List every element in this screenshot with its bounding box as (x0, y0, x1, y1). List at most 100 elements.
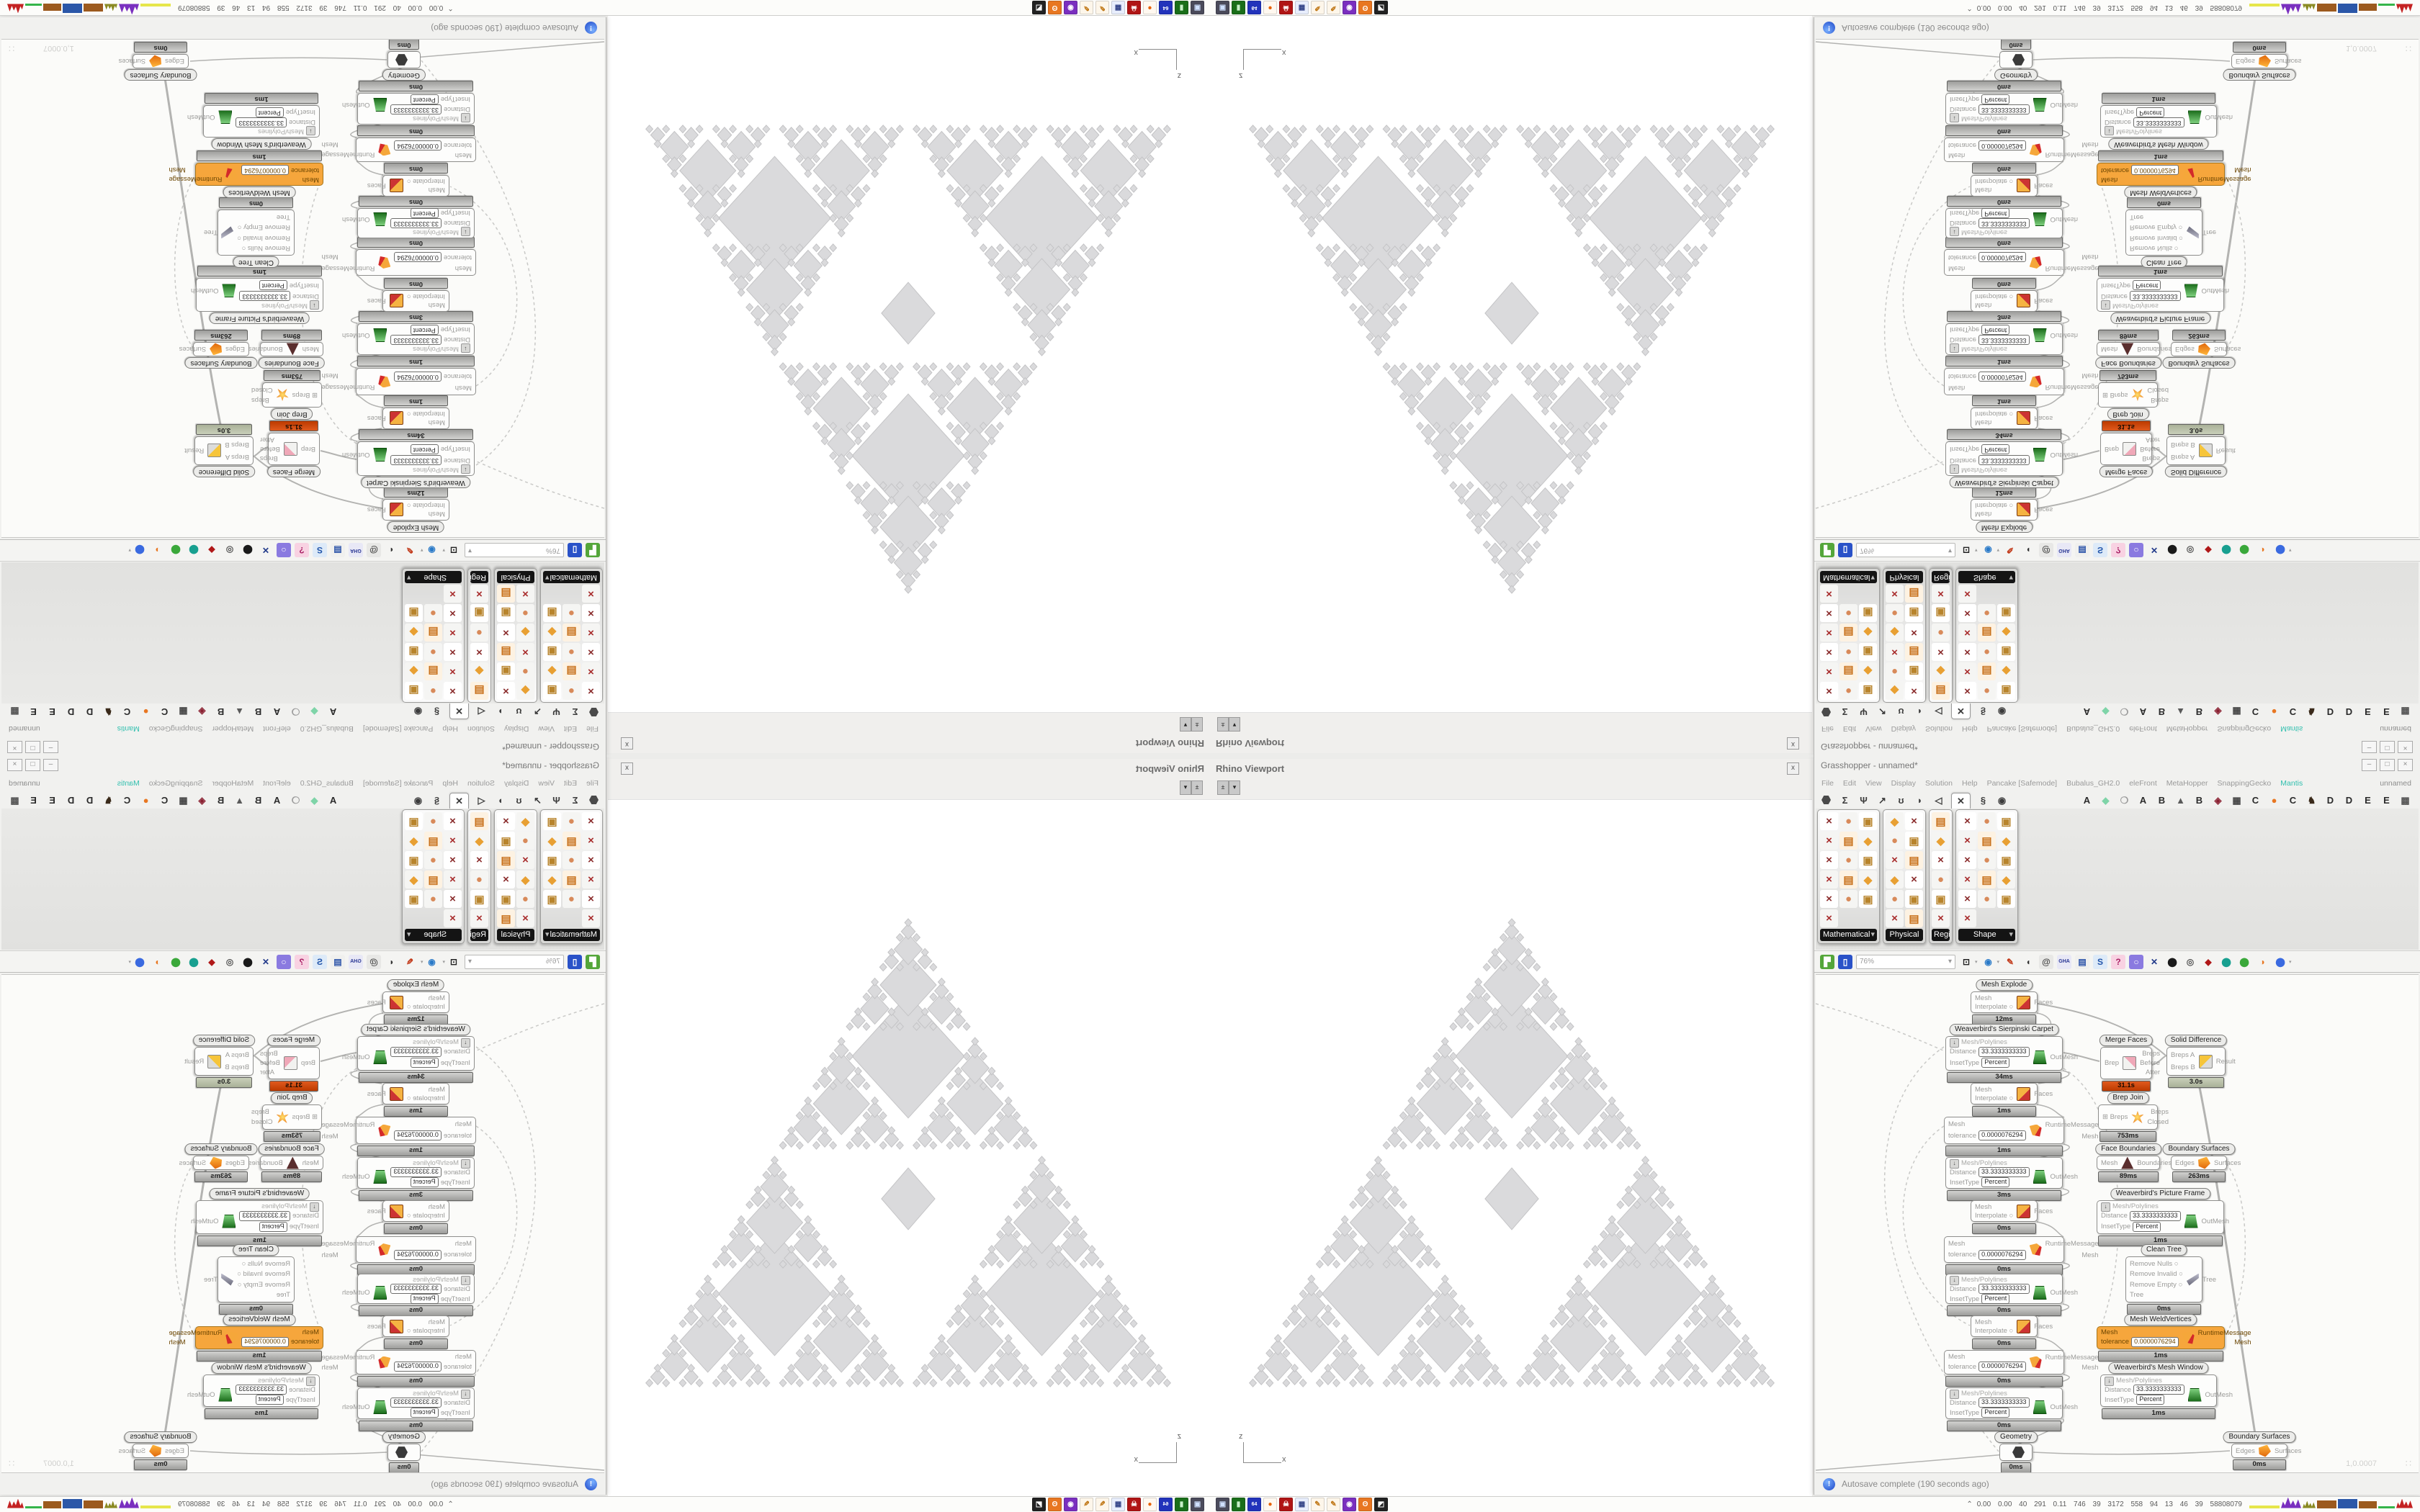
tab-plugin-16[interactable]: E (2383, 706, 2390, 717)
dna-plugin-button[interactable]: ✕ (261, 545, 269, 556)
component-icon[interactable]: × (444, 682, 462, 700)
tab-sets[interactable]: Ψ (1860, 795, 1868, 806)
tab-plugin-9[interactable]: C (2251, 795, 2259, 806)
gh-node[interactable]: Mesh tolerance 0.0000076294 RuntimeMessage M… (169, 1326, 323, 1349)
component-icon[interactable]: × (1820, 832, 1838, 850)
tab-plugin-17[interactable]: ▩ (10, 795, 19, 806)
grasshopper-canvas[interactable]: 1,0.0007 ∷ Mesh Explode Mesh Interpolate ○… (1, 974, 604, 1473)
component-icon[interactable]: ▣ (1997, 890, 2015, 908)
gh-node[interactable]: Mesh tolerance 0.0000076294 RuntimeMessage M… (321, 1117, 476, 1144)
owl-app-icon[interactable]: ◉ (1064, 1498, 1077, 1511)
palette-group-label[interactable]: Regi.. (1932, 571, 1950, 583)
package-plugin-button[interactable]: ? (2111, 543, 2126, 558)
speaker-plugin-button[interactable]: ◖ (389, 956, 395, 967)
value-box[interactable]: 33.3333333333 (1978, 218, 2030, 228)
close-icon[interactable]: x (621, 737, 633, 750)
value-box[interactable]: 33.3333333333 (2129, 1210, 2181, 1221)
menu-solution[interactable]: Solution (467, 724, 495, 733)
component-icon[interactable]: × (444, 870, 462, 888)
gh-node[interactable]: ⊞ Breps Breps Closed (251, 1104, 322, 1130)
gh-node[interactable]: Mesh tolerance 0.0000076294 RuntimeMessage M… (1944, 1236, 2099, 1263)
tab-plugin-8[interactable]: ▦ (2232, 706, 2241, 717)
teal-pin-button[interactable]: ⬤ (2221, 545, 2231, 556)
save-button[interactable]: ▯ (1838, 543, 1852, 558)
close-button[interactable]: × (2398, 741, 2413, 753)
menu-metahopper[interactable]: MetaHopper (2166, 724, 2208, 733)
gh-node[interactable]: Brep Breps Before After (2100, 1047, 2160, 1079)
gh-node[interactable] (1999, 1444, 2033, 1461)
component-icon[interactable]: ● (1932, 870, 1950, 888)
component-icon[interactable]: ▣ (1997, 851, 2015, 869)
value-box[interactable]: Percent (410, 1408, 439, 1418)
tab-plugin-3[interactable]: A (2139, 795, 2147, 806)
component-icon[interactable]: ● (516, 832, 534, 850)
tab-plugin-10[interactable]: ● (143, 795, 149, 806)
component-icon[interactable]: × (1905, 812, 1923, 830)
preview-button-caret[interactable]: ▾ (420, 959, 424, 965)
component-icon[interactable]: ◆ (405, 870, 423, 888)
component-icon[interactable]: ◆ (1859, 832, 1877, 850)
component-icon[interactable]: ▤ (1905, 909, 1923, 927)
component-icon[interactable]: × (444, 909, 462, 927)
value-box[interactable]: 33.3333333333 (390, 104, 442, 114)
component-icon[interactable]: ◆ (1886, 682, 1904, 700)
menu-metahopper[interactable]: MetaHopper (212, 724, 254, 733)
node-label[interactable]: Merge Faces (2099, 466, 2154, 477)
component-icon[interactable]: × (1886, 643, 1904, 661)
component-icon[interactable]: ● (1886, 832, 1904, 850)
menu-elefront[interactable]: eleFront (263, 779, 291, 788)
gh-node[interactable]: Remove Nulls ○ Remove Invalid ○ Remove Emp… (204, 1256, 295, 1302)
node-label[interactable]: Geometry (1994, 69, 2038, 81)
palette-group-label[interactable]: Regi.. (1932, 929, 1950, 941)
component-icon[interactable]: ◆ (470, 832, 488, 850)
gh-node[interactable]: Mesh tolerance 0.0000076294 RuntimeMessage M… (1944, 249, 2099, 276)
value-box[interactable]: Percent (259, 1221, 287, 1232)
floppy-64-icon[interactable]: 64 (1247, 1498, 1261, 1511)
component-icon[interactable]: ▣ (543, 851, 561, 869)
menu-snappinggecko[interactable]: SnappingGecko (2217, 724, 2272, 733)
inkscape-icon[interactable]: ◩ (1032, 1498, 1046, 1511)
gh-node[interactable]: Mesh tolerance 0.0000076294 RuntimeMessage M… (321, 249, 476, 276)
component-icon[interactable]: × (1886, 909, 1904, 927)
tab-vector[interactable]: ↗ (1878, 795, 1886, 806)
palette-group-label[interactable]: Mathematical ▾ (1820, 929, 1877, 941)
gh-node[interactable]: Edges Surfaces (119, 1444, 189, 1458)
component-icon[interactable]: × (1958, 832, 1976, 850)
component-icon[interactable]: × (497, 682, 515, 700)
node-label[interactable]: Boundary Surfaces (124, 1431, 197, 1443)
component-icon[interactable]: ● (1839, 604, 1857, 622)
menu-pancake-safemode-[interactable]: Pancake [Safemode] (1986, 724, 2058, 733)
value-box[interactable]: 0.0000076294 (394, 140, 442, 150)
gh-node[interactable]: Mesh Interpolate ○ Faces (1971, 175, 2053, 197)
tab-plugin-15[interactable]: E (2365, 795, 2371, 806)
tab-plugin-10[interactable]: ● (2271, 706, 2277, 717)
maximize-button[interactable]: □ (25, 741, 40, 753)
tab-plugin-16[interactable]: E (30, 795, 37, 806)
value-box[interactable]: 0.0000076294 (1978, 252, 2026, 263)
menu-metahopper[interactable]: MetaHopper (2166, 779, 2208, 788)
camera-plugin-button[interactable]: ⬤ (2167, 545, 2177, 556)
sketch-pen-button[interactable]: ✎ (2007, 545, 2015, 556)
component-icon[interactable]: × (1820, 682, 1838, 700)
node-label[interactable]: Clean Tree (2141, 256, 2187, 268)
doc-export-button[interactable]: ▤ (2075, 954, 2090, 969)
component-icon[interactable]: ● (516, 890, 534, 908)
component-icon[interactable]: ▤ (563, 832, 581, 850)
component-icon[interactable]: ● (1978, 812, 1996, 830)
component-icon[interactable]: × (470, 643, 488, 661)
node-label[interactable]: Weaverbird's Sierpinski Carpet (1949, 477, 2059, 488)
tab-plugin-4[interactable]: B (254, 795, 262, 806)
tab-params[interactable] (588, 704, 600, 719)
component-icon[interactable]: × (1820, 870, 1838, 888)
node-label[interactable]: Face Boundaries (259, 1143, 325, 1155)
gha-plugin-button[interactable]: GHA (2057, 954, 2072, 969)
palette-group-label[interactable]: Physical▾ (497, 571, 534, 583)
viewport-widget-button[interactable]: ▾ (1180, 780, 1191, 795)
tab-vector[interactable]: ↗ (534, 706, 542, 717)
value-box[interactable]: 33.3333333333 (390, 455, 442, 466)
minimize-button[interactable]: – (43, 741, 58, 753)
palette-icon-1[interactable]: ✎ (1311, 1498, 1325, 1511)
